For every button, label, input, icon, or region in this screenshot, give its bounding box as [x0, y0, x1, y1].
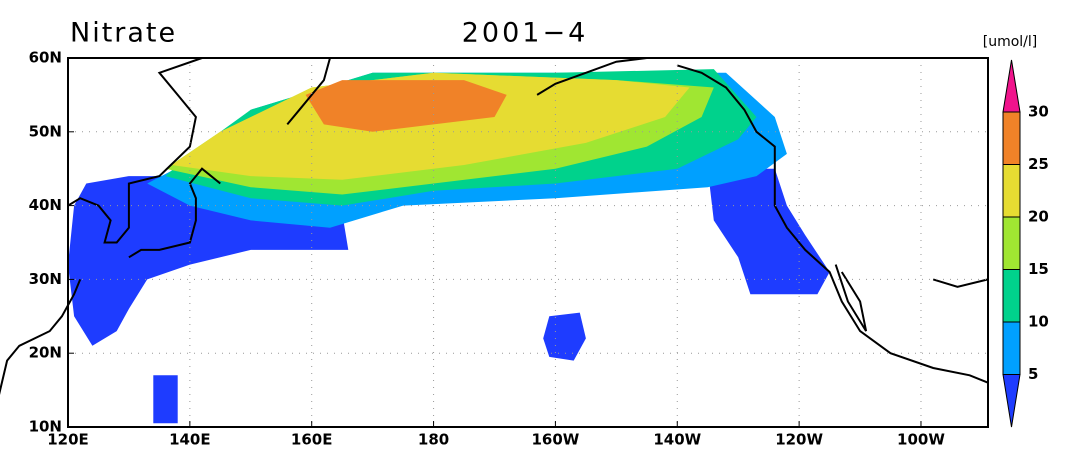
colorbar-label: 5 [1028, 365, 1038, 383]
coastline [0, 57, 989, 395]
y-tick-label: 50N [29, 122, 62, 140]
x-tick-label: 140W [653, 431, 701, 449]
axes: 120E 140E 160E 180 160W 140W 120W 100W 10N 20N 30N… [29, 49, 988, 449]
subtitle: 2001−4 [462, 18, 589, 49]
coast-line [67, 57, 203, 244]
colorbar-label: 20 [1028, 208, 1049, 226]
x-tick-label: 120E [47, 431, 89, 449]
colorbar-label: 30 [1028, 103, 1049, 121]
colorbar: 5 10 15 20 25 30 [1002, 59, 1049, 428]
contour-region [171, 72, 690, 180]
title: Nitrate [70, 18, 177, 49]
colorbar-segment [1002, 111, 1021, 165]
contour-region [305, 80, 507, 132]
y-tick-label: 20N [29, 344, 62, 362]
coast-line [286, 57, 331, 126]
colorbar-segment [1002, 216, 1021, 270]
nitrate-field [68, 69, 830, 424]
colorbar-segment [1002, 374, 1021, 428]
y-tick-label: 60N [29, 49, 62, 67]
x-tick-label: 180 [418, 431, 449, 449]
plot-frame [67, 57, 989, 428]
colorbar-segment [1002, 321, 1021, 375]
colorbar-label: 10 [1028, 313, 1049, 331]
coast-line [536, 57, 647, 96]
coast-line [128, 167, 221, 259]
contour-region [153, 375, 178, 424]
contour-region [543, 312, 586, 361]
x-tick-label: 100W [897, 431, 945, 449]
colorbar-label: 15 [1028, 260, 1049, 278]
contour-region [707, 168, 830, 295]
coast-line [677, 64, 989, 384]
x-tick-label: 160W [531, 431, 579, 449]
y-tick-label: 30N [29, 270, 62, 288]
y-tick-label: 40N [29, 196, 62, 214]
coast-line [0, 279, 82, 395]
coast-line [932, 278, 989, 288]
unit-label: [umol/l] [983, 34, 1038, 50]
x-tick-label: 160E [291, 431, 333, 449]
colorbar-segment [1002, 164, 1021, 218]
colorbar-label: 25 [1028, 155, 1049, 173]
x-tick-label: 120W [775, 431, 823, 449]
x-tick-label: 140E [169, 431, 211, 449]
coast-line [834, 264, 868, 332]
y-tick-label: 10N [29, 418, 62, 436]
colorbar-segment [1002, 59, 1021, 113]
colorbar-segment [1002, 269, 1021, 323]
